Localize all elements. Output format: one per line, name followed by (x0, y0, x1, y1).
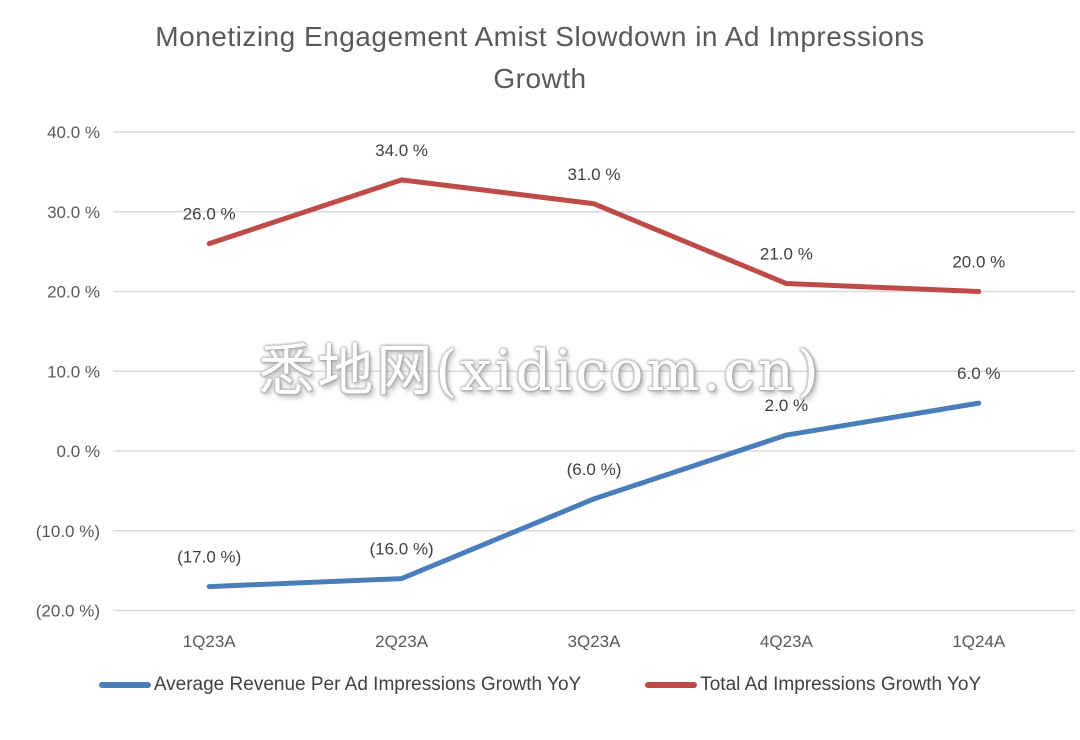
x-axis-label: 2Q23A (375, 632, 429, 651)
y-axis-tick-label: 0.0 % (57, 442, 100, 461)
y-axis-tick-label: 10.0 % (47, 362, 100, 381)
x-axis-label: 4Q23A (760, 632, 814, 651)
legend-label: Total Ad Impressions Growth YoY (700, 674, 982, 695)
data-label: 31.0 % (568, 165, 621, 184)
legend-item-average-revenue: Average Revenue Per Ad Impressions Growt… (98, 674, 582, 696)
chart-title: Monetizing Engagement Amist Slowdown in … (0, 16, 1080, 100)
series-line-blue (206, 400, 982, 590)
data-label: (17.0 %) (177, 548, 241, 567)
x-axis-label: 1Q24A (952, 632, 1006, 651)
data-label: 6.0 % (957, 364, 1000, 383)
legend: Average Revenue Per Ad Impressions Growt… (0, 674, 1080, 696)
y-axis-tick-label: 30.0 % (47, 203, 100, 222)
data-label: (6.0 %) (567, 460, 622, 479)
data-label: 26.0 % (183, 205, 236, 224)
y-axis-tick-label: 40.0 % (47, 123, 100, 142)
x-axis-label: 3Q23A (568, 632, 622, 651)
y-axis-tick-label: 20.0 % (47, 283, 100, 302)
y-axis-tick-label: (20.0 %) (36, 602, 100, 621)
legend-line-swatch-red (645, 682, 698, 688)
chart-title-line-1: Monetizing Engagement Amist Slowdown in … (155, 21, 925, 52)
data-label: (16.0 %) (369, 540, 433, 559)
legend-line-swatch-blue (98, 682, 151, 688)
chart-title-line-2: Growth (493, 63, 587, 94)
data-label: 2.0 % (765, 396, 808, 415)
legend-item-total-impressions: Total Ad Impressions Growth YoY (645, 674, 981, 696)
data-label: 34.0 % (375, 141, 428, 160)
legend-label: Average Revenue Per Ad Impressions Growt… (153, 674, 582, 695)
y-axis-tick-label: (10.0 %) (36, 522, 100, 541)
data-label: 21.0 % (760, 245, 813, 264)
x-axis-label: 1Q23A (183, 632, 237, 651)
series-line-red (206, 177, 982, 294)
data-label: 20.0 % (952, 253, 1005, 272)
